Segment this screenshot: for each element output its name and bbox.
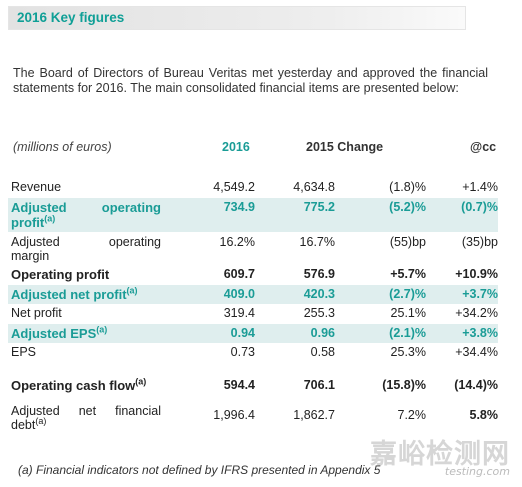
table-row-eps: EPS 0.73 0.58 25.3% +34.4%	[8, 344, 498, 362]
row-label: Operating cash flow(a)	[11, 376, 147, 393]
value-2015: 255.3	[303, 306, 335, 320]
value-2015: 576.9	[303, 267, 335, 281]
value-2015: 420.3	[303, 287, 335, 301]
value-change: 7.2%	[397, 408, 427, 422]
value-change: 25.1%	[390, 306, 426, 320]
value-2016: 734.9	[223, 200, 255, 214]
row-label: Adjusted operating margin	[11, 235, 161, 263]
watermark: 嘉峪检测网 testing.com	[334, 438, 512, 478]
value-2016: 0.94	[230, 326, 255, 340]
row-label: Adjusted operating profit(a)	[11, 200, 161, 230]
table-row-net-profit: Net profit 319.4 255.3 25.1% +34.2%	[8, 305, 498, 323]
value-change: 25.3%	[390, 345, 426, 359]
table-row-revenue: Revenue 4,549.2 4,634.8 (1.8)% +1.4%	[8, 178, 498, 196]
value-2015: 706.1	[303, 378, 335, 392]
value-cc: (0.7)%	[461, 200, 498, 214]
value-2016: 16.2%	[219, 235, 255, 249]
row-label: Revenue	[11, 180, 62, 194]
value-2016: 609.7	[223, 267, 255, 281]
value-2016: 4,549.2	[213, 180, 255, 194]
row-label: Operating profit	[11, 267, 110, 282]
value-2016: 0.73	[230, 345, 255, 359]
table-row-adjusted-eps: Adjusted EPS(a) 0.94 0.96 (2.1)% +3.8%	[8, 324, 498, 343]
value-cc: +3.8%	[462, 326, 498, 340]
value-change: (15.8)%	[382, 378, 426, 392]
table-row-adjusted-net-profit: Adjusted net profit(a) 409.0 420.3 (2.7)…	[8, 285, 498, 304]
value-cc: 5.8%	[469, 408, 499, 422]
value-change: (2.1)%	[389, 326, 426, 340]
value-change: (2.7)%	[389, 287, 426, 301]
row-label: Adjusted net profit(a)	[11, 285, 138, 302]
row-label: Net profit	[11, 306, 62, 320]
table-row-adjusted-net-financial-debt: Adjusted net financial debt(a) 1,996.4 1,8…	[8, 402, 498, 436]
value-2015: 775.2	[303, 200, 335, 214]
table-row-adjusted-operating-margin: Adjusted operating margin 16.2% 16.7% (55…	[8, 233, 498, 265]
value-cc: +34.2%	[455, 306, 498, 320]
value-2015: 0.58	[310, 345, 335, 359]
table-row-operating-profit: Operating profit 609.7 576.9 +5.7% +10.9…	[8, 266, 498, 284]
value-cc: +3.7%	[462, 287, 498, 301]
watermark-url: testing.com	[444, 465, 510, 478]
value-cc: +1.4%	[462, 180, 498, 194]
row-label: Adjusted EPS(a)	[11, 324, 108, 341]
value-2016: 594.4	[223, 378, 255, 392]
row-label: Adjusted net financial debt(a)	[11, 404, 161, 432]
value-cc: (14.4)%	[454, 378, 498, 392]
section-title-bar: 2016 Key figures	[8, 6, 466, 30]
value-cc: +34.4%	[455, 345, 498, 359]
value-change: (1.8)%	[389, 180, 426, 194]
col-header-2015-change: 2015 Change	[306, 140, 384, 154]
value-change: +5.7%	[390, 267, 426, 281]
value-2015: 0.96	[310, 326, 335, 340]
value-change: (55)bp	[389, 235, 426, 249]
value-2016: 1,996.4	[213, 408, 255, 422]
value-cc: +10.9%	[455, 267, 498, 281]
col-header-2016: 2016	[222, 140, 250, 154]
footnote: (a) Financial indicators not defined by …	[18, 463, 381, 477]
intro-paragraph: The Board of Directors of Bureau Veritas…	[13, 66, 488, 95]
col-header-cc: @cc	[470, 140, 497, 154]
value-2015: 4,634.8	[293, 180, 335, 194]
value-2016: 409.0	[223, 287, 255, 301]
value-2016: 319.4	[223, 306, 255, 320]
value-2015: 1,862.7	[293, 408, 335, 422]
table-row-adjusted-operating-profit: Adjusted operating profit(a) 734.9 775.2 …	[8, 198, 498, 232]
table-row-operating-cash-flow: Operating cash flow(a) 594.4 706.1 (15.8…	[8, 372, 498, 394]
section-title: 2016 Key figures	[17, 10, 125, 25]
row-label: EPS	[11, 345, 37, 359]
value-change: (5.2)%	[389, 200, 426, 214]
value-2015: 16.7%	[299, 235, 335, 249]
units-label: (millions of euros)	[13, 140, 112, 154]
watermark-text: 嘉峪检测网	[370, 439, 510, 470]
value-cc: (35)bp	[461, 235, 498, 249]
